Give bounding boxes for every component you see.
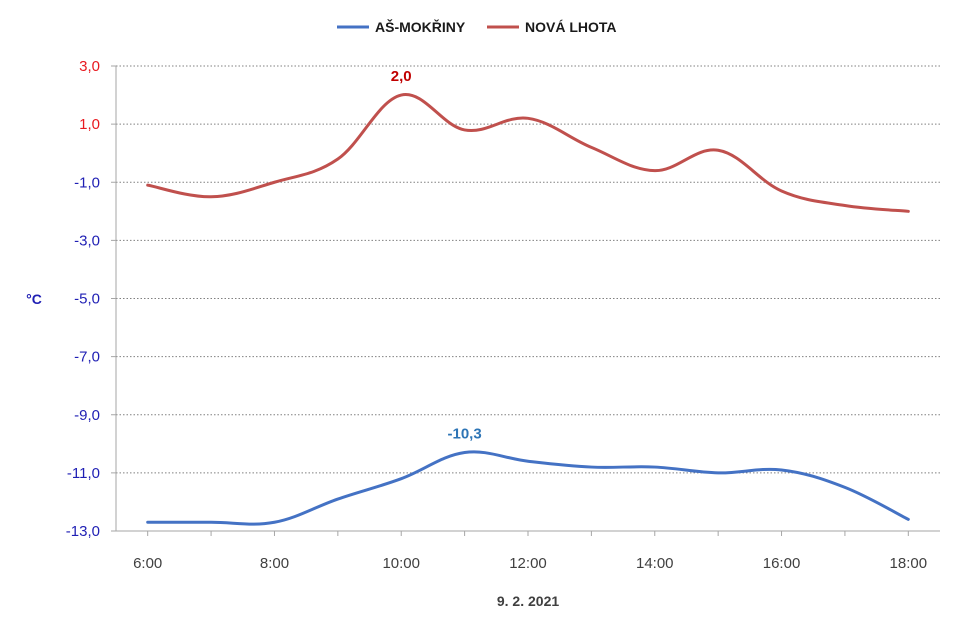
y-tick-label: 3,0 <box>79 58 100 75</box>
data-label: -10,3 <box>448 426 482 443</box>
data-labels: -10,3 2,0 <box>391 68 482 442</box>
x-axis-label: 9. 2. 2021 <box>497 593 559 609</box>
series-line-1 <box>146 450 910 526</box>
y-tick-label: -3,0 <box>74 232 100 249</box>
y-tick-label: -7,0 <box>74 349 100 366</box>
series-line-2 <box>146 93 910 213</box>
y-tick-label: -13,0 <box>66 523 100 540</box>
x-axis-ticks: 6:00 8:00 10:00 12:00 14:00 16:00 18:00 <box>133 531 927 572</box>
x-tick-label: 14:00 <box>636 555 674 572</box>
legend-label: AŠ-MOKŘINY <box>375 18 466 35</box>
y-tick-label: -1,0 <box>74 174 100 191</box>
y-tick-label: -11,0 <box>67 465 100 482</box>
series-lines <box>146 93 910 526</box>
legend-label: NOVÁ LHOTA <box>525 19 617 35</box>
y-axis-label: °C <box>26 291 42 307</box>
x-tick-label: 12:00 <box>509 555 547 572</box>
y-tick-label: -5,0 <box>74 291 100 308</box>
y-tick-label: -9,0 <box>74 407 100 424</box>
x-tick-label: 8:00 <box>260 555 289 572</box>
x-tick-label: 10:00 <box>382 555 420 572</box>
y-tick-label: 1,0 <box>79 116 100 133</box>
data-label: 2,0 <box>391 68 412 85</box>
legend: AŠ-MOKŘINY NOVÁ LHOTA <box>337 18 617 35</box>
y-axis-ticks: 3,0 1,0 -1,0 -3,0 -5,0 -7,0 -9,0 -11,0 -13,0 <box>66 58 116 540</box>
x-tick-label: 16:00 <box>763 555 801 572</box>
x-tick-label: 6:00 <box>133 555 162 572</box>
x-tick-label: 18:00 <box>890 555 928 572</box>
gridlines <box>115 65 940 532</box>
